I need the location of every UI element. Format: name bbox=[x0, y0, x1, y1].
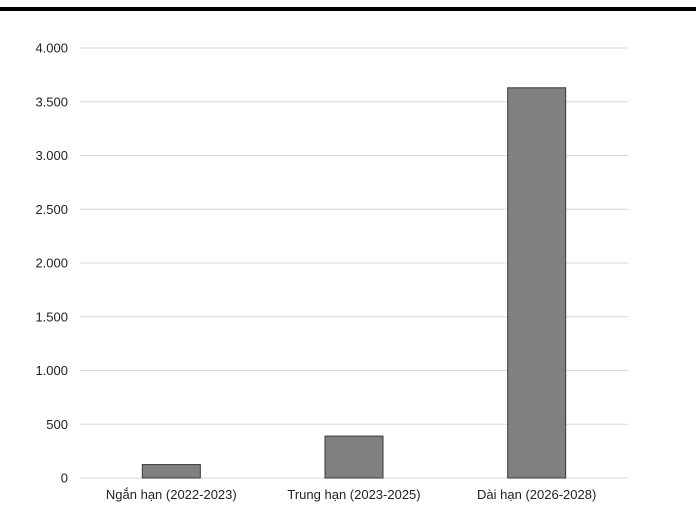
y-tick-label: 4.000 bbox=[35, 41, 68, 56]
bar bbox=[324, 435, 384, 479]
y-tick-label: 3.500 bbox=[35, 94, 68, 109]
y-axis-ticks: 0 500 1.000 1.500 2.000 2.500 3.000 3.500 4.000 bbox=[35, 41, 68, 486]
y-tick-label: 0 bbox=[61, 471, 68, 486]
top-rule bbox=[0, 7, 696, 11]
x-category-label: Trung hạn (2023-2025) bbox=[287, 487, 420, 502]
y-tick-label: 2.500 bbox=[35, 202, 68, 217]
y-tick-label: 500 bbox=[46, 417, 68, 432]
x-axis-labels: Ngắn hạn (2022-2023) Trung hạn (2023-2025… bbox=[106, 487, 596, 502]
bar bbox=[141, 464, 201, 479]
y-tick-label: 1.500 bbox=[35, 309, 68, 324]
x-category-label: Dài hạn (2026-2028) bbox=[477, 487, 596, 502]
bars bbox=[141, 87, 567, 479]
bar bbox=[507, 87, 567, 479]
y-tick-label: 1.000 bbox=[35, 363, 68, 378]
x-category-label: Ngắn hạn (2022-2023) bbox=[106, 487, 237, 502]
y-tick-label: 3.000 bbox=[35, 148, 68, 163]
y-tick-label: 2.000 bbox=[35, 256, 68, 271]
